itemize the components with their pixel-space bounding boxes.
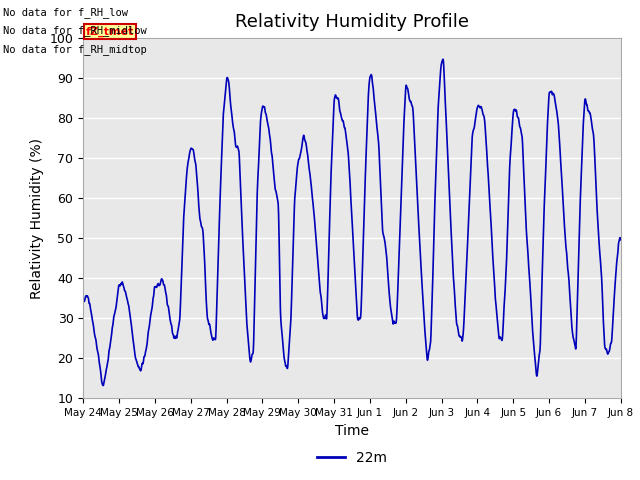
X-axis label: Time: Time [335,424,369,438]
Legend: 22m: 22m [312,445,392,471]
Text: fZ_tmet: fZ_tmet [86,26,134,36]
Y-axis label: Relativity Humidity (%): Relativity Humidity (%) [30,138,44,299]
Text: No data for f_RH_low: No data for f_RH_low [3,7,128,18]
Text: No data for f_RH_midlow: No data for f_RH_midlow [3,25,147,36]
Title: Relativity Humidity Profile: Relativity Humidity Profile [235,13,469,31]
Text: No data for f_RH_midtop: No data for f_RH_midtop [3,44,147,55]
